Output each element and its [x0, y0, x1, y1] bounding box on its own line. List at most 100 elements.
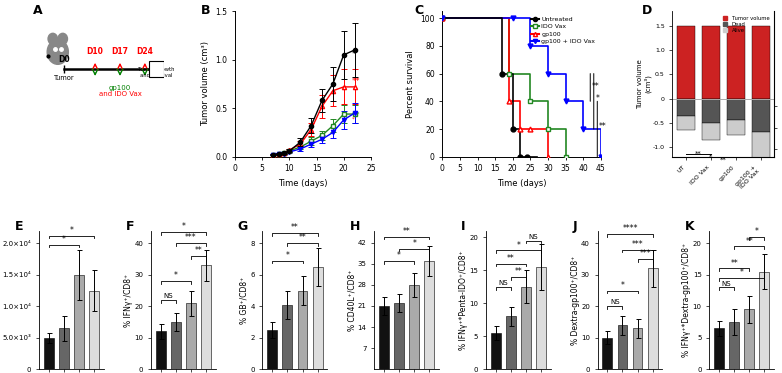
Text: I: I: [461, 220, 466, 232]
Bar: [59, 328, 69, 369]
Bar: [313, 267, 322, 369]
Text: C: C: [414, 4, 423, 17]
Bar: [521, 287, 531, 369]
Text: NS: NS: [498, 280, 508, 286]
Bar: [702, 123, 719, 140]
Y-axis label: % IFNγ⁺*Penta-IDO⁺/CD8⁺: % IFNγ⁺*Penta-IDO⁺/CD8⁺: [459, 250, 468, 350]
Y-axis label: Tumor volume (cm³): Tumor volume (cm³): [201, 41, 210, 126]
Text: ***: ***: [185, 233, 196, 242]
Text: *: *: [285, 251, 289, 260]
Text: **: **: [695, 151, 701, 157]
Bar: [536, 267, 546, 369]
Y-axis label: Percent survival: Percent survival: [406, 50, 414, 118]
Text: **: **: [507, 254, 515, 263]
Text: and IDO Vax: and IDO Vax: [99, 91, 142, 97]
Bar: [409, 285, 419, 369]
Text: **: **: [515, 267, 522, 276]
Text: Tumor growth: Tumor growth: [138, 67, 174, 72]
Text: ***: ***: [640, 249, 651, 258]
Text: *: *: [397, 251, 401, 260]
Y-axis label: % IFNγ⁺/CD8⁺: % IFNγ⁺/CD8⁺: [124, 273, 133, 326]
Text: **: **: [299, 233, 307, 242]
Text: **: **: [599, 122, 607, 131]
Text: *: *: [621, 280, 624, 290]
Bar: [677, 98, 694, 116]
Bar: [677, 26, 694, 98]
Text: **: **: [592, 82, 600, 91]
Bar: [267, 330, 277, 369]
Bar: [727, 98, 744, 120]
Circle shape: [47, 40, 68, 64]
Text: F: F: [126, 220, 135, 232]
Text: ***: ***: [632, 240, 644, 249]
Bar: [647, 269, 658, 369]
Text: D: D: [642, 4, 652, 17]
Text: **: **: [352, 112, 361, 120]
Text: **: **: [352, 76, 361, 85]
Text: **: **: [195, 246, 203, 255]
Text: E: E: [14, 220, 23, 232]
Bar: [170, 322, 181, 369]
Bar: [506, 316, 515, 369]
Bar: [602, 338, 612, 369]
Text: **: **: [745, 236, 753, 245]
X-axis label: Time (days): Time (days): [497, 179, 547, 188]
Text: *: *: [181, 222, 185, 231]
Bar: [74, 275, 84, 369]
Text: **: **: [403, 227, 411, 236]
Text: **: **: [720, 157, 726, 163]
Y-axis label: Tumor volume
(cm³): Tumor volume (cm³): [637, 59, 651, 109]
Text: **: **: [291, 223, 299, 232]
Text: D17: D17: [112, 47, 128, 56]
Text: D10: D10: [87, 47, 103, 56]
Text: Tumor: Tumor: [54, 75, 74, 81]
Y-axis label: % GB⁺/CD8⁺: % GB⁺/CD8⁺: [240, 276, 249, 324]
Bar: [759, 272, 769, 369]
Text: G: G: [238, 220, 248, 232]
Bar: [186, 303, 196, 369]
Text: **: **: [730, 258, 738, 267]
Bar: [618, 325, 627, 369]
Y-axis label: % Dextra-gp100⁺/CD8⁺: % Dextra-gp100⁺/CD8⁺: [571, 256, 579, 345]
Text: *: *: [352, 50, 356, 59]
Y-axis label: % IFNγ⁺*Dextra-gp100⁺/CD8⁺: % IFNγ⁺*Dextra-gp100⁺/CD8⁺: [682, 243, 691, 357]
Bar: [633, 328, 643, 369]
Y-axis label: % CD40L⁺/CD8⁺: % CD40L⁺/CD8⁺: [347, 269, 357, 330]
Bar: [752, 132, 769, 159]
Text: NS: NS: [163, 293, 173, 299]
Bar: [491, 333, 500, 369]
Bar: [89, 291, 99, 369]
Text: *: *: [596, 94, 599, 103]
Bar: [156, 332, 166, 369]
Bar: [425, 261, 434, 369]
Text: gp100: gp100: [109, 85, 131, 91]
Circle shape: [48, 33, 58, 44]
Bar: [394, 303, 404, 369]
Text: K: K: [684, 220, 694, 232]
Bar: [677, 116, 694, 130]
Text: *: *: [740, 268, 744, 277]
Text: NS: NS: [529, 234, 538, 240]
Text: and survival: and survival: [140, 73, 172, 78]
Bar: [752, 26, 769, 98]
FancyBboxPatch shape: [149, 62, 163, 78]
Bar: [727, 120, 744, 135]
Text: H: H: [350, 220, 360, 232]
Bar: [702, 98, 719, 123]
Bar: [298, 291, 307, 369]
X-axis label: Time (days): Time (days): [278, 179, 328, 188]
Bar: [201, 265, 211, 369]
Text: *: *: [62, 235, 66, 244]
Text: *: *: [174, 271, 178, 280]
Bar: [730, 322, 739, 369]
Text: *: *: [352, 110, 354, 121]
Bar: [744, 310, 754, 369]
Text: ****: ****: [622, 224, 638, 233]
Bar: [379, 306, 389, 369]
Text: *: *: [755, 227, 759, 236]
Circle shape: [58, 33, 67, 44]
Text: J: J: [573, 220, 577, 232]
Text: NS: NS: [610, 300, 619, 305]
Bar: [702, 26, 719, 98]
Bar: [714, 328, 724, 369]
